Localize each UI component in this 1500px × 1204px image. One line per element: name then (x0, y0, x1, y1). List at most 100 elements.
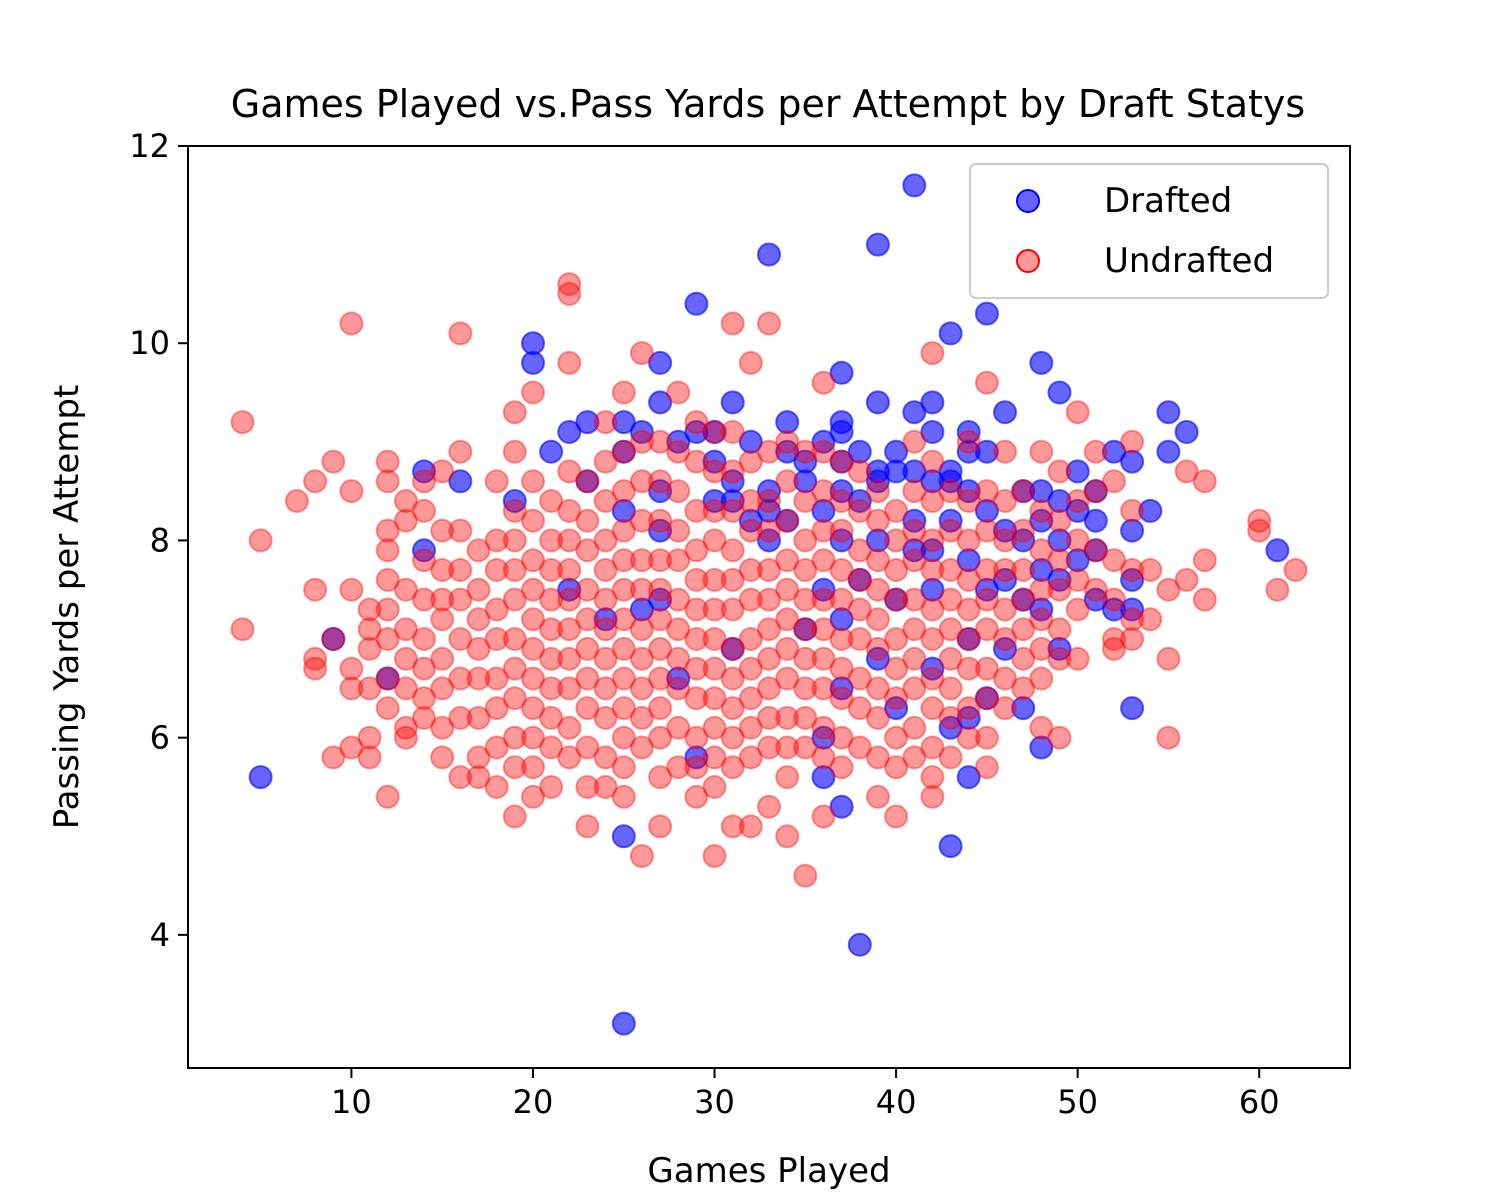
data-point (339, 577, 364, 602)
data-point (684, 567, 709, 592)
data-point (448, 627, 473, 651)
data-point (829, 725, 854, 750)
data-point (666, 439, 691, 464)
data-point (393, 715, 418, 740)
points-layer (230, 173, 1308, 1036)
data-point (720, 636, 745, 661)
data-point (738, 656, 763, 681)
data-point (956, 429, 981, 454)
data-point (702, 745, 727, 770)
data-point (938, 587, 963, 612)
data-point (902, 745, 927, 770)
data-point (829, 489, 854, 513)
data-point (430, 459, 455, 484)
data-point (448, 765, 473, 790)
data-point (448, 518, 473, 543)
data-point (884, 587, 909, 612)
data-point (956, 765, 981, 790)
x-axis: 10 20 30 40 50 60 (331, 1068, 1280, 1121)
data-point (502, 804, 527, 829)
data-point (357, 725, 382, 750)
data-point (684, 410, 709, 435)
data-point (865, 577, 890, 602)
data-point (629, 676, 654, 701)
data-point (539, 676, 564, 701)
data-point (720, 636, 745, 661)
data-point (847, 459, 872, 484)
data-point (920, 449, 945, 474)
data-point (811, 518, 836, 543)
data-point (1047, 617, 1072, 642)
data-point (575, 410, 600, 435)
data-point (593, 676, 618, 701)
data-point (847, 567, 872, 592)
data-point (993, 627, 1017, 651)
data-point (757, 676, 781, 701)
data-point (412, 587, 436, 612)
data-point (793, 617, 818, 642)
legend: Drafted Undrafted (969, 163, 1329, 299)
data-point (829, 755, 854, 780)
y-tick-label: 8 (150, 521, 170, 559)
data-point (884, 696, 909, 721)
data-point (1120, 429, 1145, 454)
data-point (484, 558, 509, 582)
data-point (1029, 508, 1054, 533)
data-point (466, 705, 491, 730)
data-point (829, 528, 854, 553)
data-point (484, 735, 509, 760)
data-point (375, 666, 400, 691)
data-point (993, 528, 1017, 553)
data-point (811, 745, 836, 770)
data-point (1065, 400, 1090, 425)
data-point (775, 548, 800, 573)
data-point (974, 587, 999, 612)
data-point (793, 489, 818, 513)
data-point (956, 548, 981, 573)
data-point (956, 627, 981, 651)
data-point (1083, 538, 1108, 563)
data-point (884, 558, 909, 582)
data-point (466, 666, 491, 691)
data-point (920, 558, 945, 582)
data-point (1156, 577, 1181, 602)
chart-title: Games Played vs.Pass Yards per Attempt b… (231, 82, 1305, 126)
data-point (974, 301, 999, 326)
data-point (629, 577, 654, 602)
data-point (865, 469, 890, 494)
data-point (775, 508, 800, 533)
data-point (684, 291, 709, 316)
data-point (1156, 400, 1181, 425)
data-point (702, 715, 727, 740)
data-point (829, 607, 854, 632)
data-point (974, 656, 999, 681)
data-point (702, 567, 727, 592)
data-point (593, 745, 618, 770)
data-point (593, 410, 618, 435)
data-point (847, 735, 872, 760)
data-point (956, 479, 981, 504)
data-point (847, 439, 872, 464)
data-point (775, 705, 800, 730)
data-point (793, 705, 818, 730)
data-point (611, 696, 636, 721)
data-point (375, 449, 400, 474)
data-point (847, 666, 872, 691)
data-point (502, 498, 527, 523)
data-point (1011, 646, 1036, 671)
data-point (974, 577, 999, 602)
data-point (666, 380, 691, 405)
data-point (611, 784, 636, 809)
y-tick-label: 6 (150, 719, 170, 757)
data-point (1047, 380, 1072, 405)
data-point (448, 705, 473, 730)
data-point (757, 794, 781, 819)
data-point (393, 508, 418, 533)
data-point (284, 489, 309, 513)
data-point (1156, 439, 1181, 464)
data-point (829, 360, 854, 385)
data-point (920, 696, 945, 721)
data-point (557, 587, 582, 612)
data-point (684, 755, 709, 780)
legend-label-undrafted: Undrafted (1104, 241, 1274, 281)
